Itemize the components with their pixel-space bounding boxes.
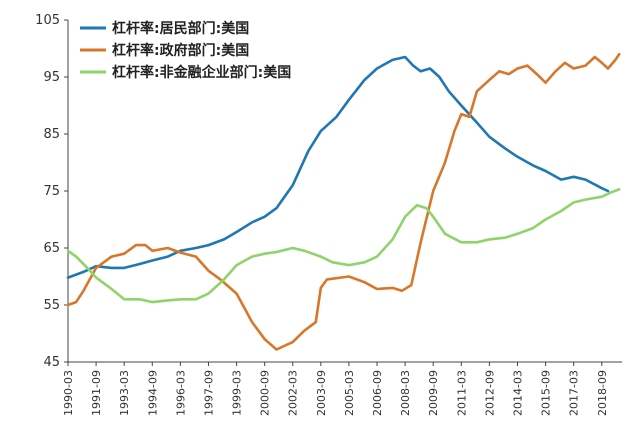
x-tick-label: 2017-03 [568,370,581,416]
y-tick-label: 55 [43,298,60,313]
x-tick-label: 2005-03 [343,370,356,416]
x-tick-label: 2009-09 [427,370,440,416]
y-tick-label: 65 [43,241,60,256]
legend-label: 杠杆率:居民部门:美国 [112,20,249,37]
y-tick-label: 95 [43,70,60,85]
x-tick-label: 2002-03 [287,370,300,416]
series-lines [66,52,621,351]
x-tick-label: 1997-09 [202,370,215,416]
x-tick-label: 1994-09 [146,370,159,416]
legend-label: 杠杆率:非金融企业部门:美国 [112,64,291,81]
x-tick-label: 1990-03 [62,370,75,416]
x-tick-label: 2011-03 [455,370,468,416]
x-tick-label: 2012-09 [483,370,496,416]
y-tick-label: 75 [43,184,60,199]
x-tick-label: 2003-09 [315,370,328,416]
axes: 45 55 65 75 85 95 105 1990-03 1991-09 1993-03 1994… [35,13,622,416]
x-tick-label: 1999-03 [231,370,244,416]
series-line-2 [66,52,621,351]
x-tick-label: 1996-03 [174,370,187,416]
y-tick-label: 85 [43,127,60,142]
y-tick-label: 105 [35,13,60,28]
x-tick-label: 2014-03 [511,370,524,416]
y-tick-label: 45 [43,355,60,370]
x-tick-label: 2000-09 [259,370,272,416]
series-line-3 [66,188,621,304]
x-tick-label: 1993-03 [118,370,131,416]
x-tick-label: 2018-09 [596,370,609,416]
x-tick-label: 2006-09 [371,370,384,416]
x-tick-label: 1991-09 [90,370,103,416]
legend-label: 杠杆率:政府部门:美国 [112,42,249,59]
x-tick-label: 2008-03 [399,370,412,416]
series-line-1 [66,55,610,279]
x-tick-label: 2015-09 [540,370,553,416]
